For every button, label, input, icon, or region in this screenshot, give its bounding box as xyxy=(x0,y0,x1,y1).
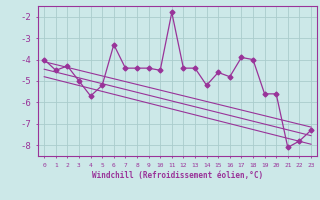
X-axis label: Windchill (Refroidissement éolien,°C): Windchill (Refroidissement éolien,°C) xyxy=(92,171,263,180)
